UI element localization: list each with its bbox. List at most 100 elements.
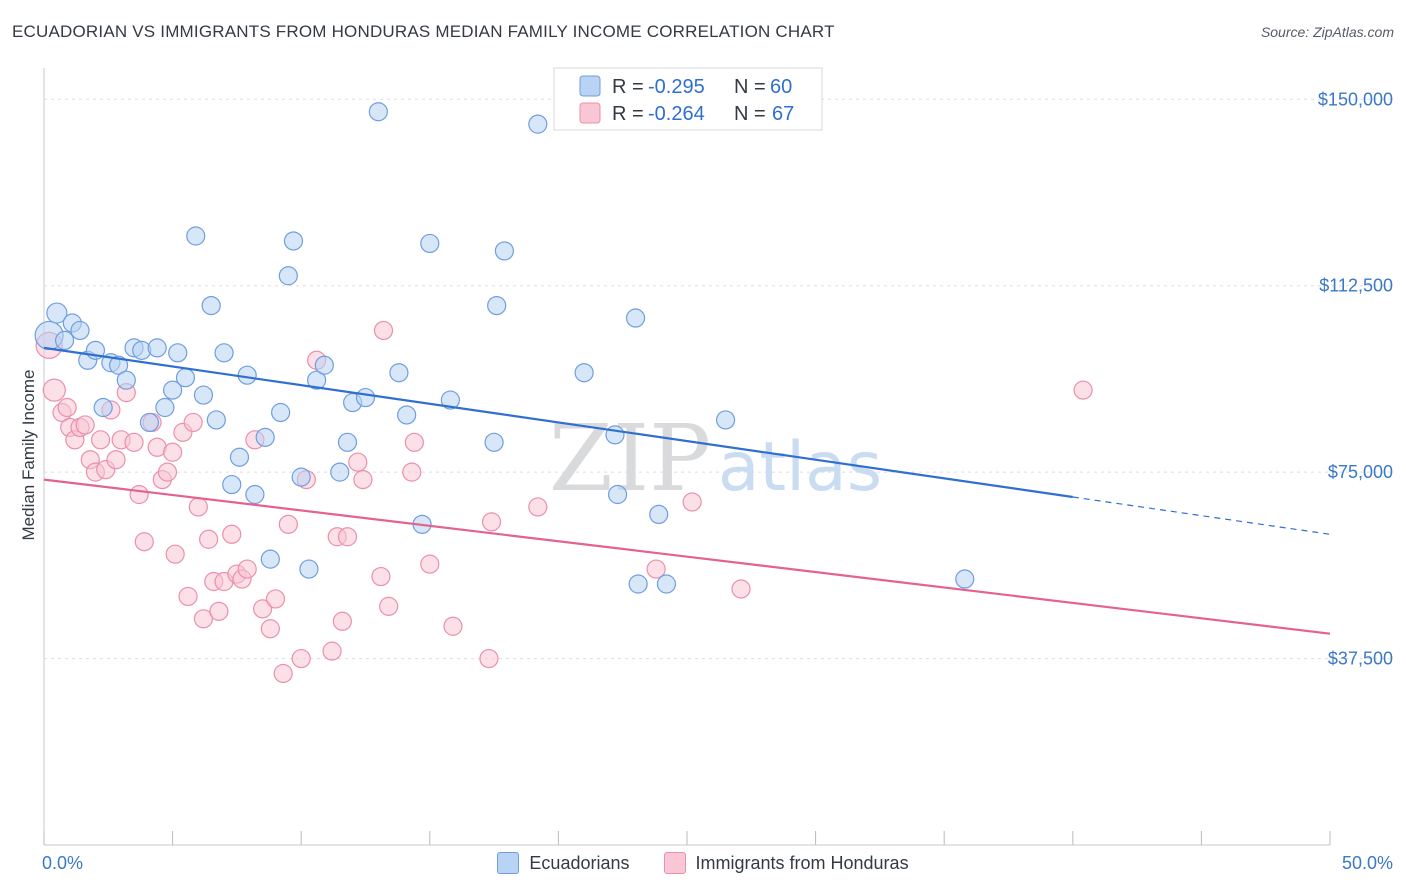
honduras-point [260,619,280,639]
ecuadorian-point [715,410,736,430]
series-legend: Ecuadorians Immigrants from Honduras [0,852,1406,874]
honduras-point [183,412,203,433]
honduras-point [157,462,178,482]
honduras-trend-line [43,478,1331,635]
stats-legend: R = -0.295 N = 60 R = -0.264 N = 67 [553,67,823,131]
honduras-swatch [663,852,686,874]
watermark-atlas: atlas [718,428,882,507]
ecuadorian-point [206,410,226,430]
ecuadorian-point [291,467,311,487]
legend-n-label-1: N = [734,76,766,98]
ecuadorian-point [307,370,327,390]
y-tick-labels: $37,500 $75,000 $112,500 $150,000 [1318,89,1393,668]
honduras-point [337,527,358,547]
honduras-point [1073,380,1093,400]
series-legend-honduras: Immigrants from Honduras [663,852,909,874]
ecuadorian-point [93,397,113,418]
y-tick-label: $75,000 [1328,462,1393,482]
ecuadorian-point [108,355,129,375]
gridlines [44,98,1395,660]
honduras-point [404,432,424,452]
legend-swatch-blue [579,75,601,97]
ecuadorians-trend-line [43,346,1073,499]
y-axis-title: Median Family Income [19,369,38,540]
honduras-point [528,497,548,517]
honduras-point [379,596,399,616]
legend-r-value-1: -0.295 [648,76,705,98]
ecuadorian-point [54,330,75,350]
honduras-point [42,378,66,402]
ecuadorian-point [260,549,280,569]
honduras-point [188,497,208,517]
honduras-point [178,586,198,607]
ecuadorian-point [222,474,242,495]
honduras-point [237,559,257,579]
ecuadorian-point [278,266,298,286]
honduras-point [129,484,149,505]
ecuadorian-point [487,296,507,316]
honduras-point [371,566,391,587]
ecuadorian-point [201,296,221,316]
ecuadorian-point [330,462,350,482]
ecuadorian-point [271,402,291,423]
honduras-point [265,589,286,609]
ecuadorian-point [299,559,319,579]
ecuadorian-point [355,387,376,408]
honduras-point [57,397,77,418]
ecuadorian-point [528,114,548,134]
honduras-point [193,609,214,629]
honduras-point [481,512,502,532]
honduras-label: Immigrants from Honduras [695,852,909,873]
ecuadorian-point [193,385,214,405]
ecuadorian-point [255,427,275,447]
honduras-point [124,432,144,452]
ecuadorian-point [314,355,334,375]
honduras-point [353,470,373,490]
legend-n-label-2: N = [734,103,766,125]
ecuadorian-point [955,569,975,589]
ecuadorian-point [625,308,646,328]
ecuadorian-point [70,320,90,341]
honduras-point [332,611,352,631]
honduras-point [479,648,499,669]
ecuadorian-point [607,484,628,505]
ecuadorian-point [574,363,594,383]
ecuadorian-point [229,447,250,467]
axes [43,68,1331,846]
ecuadorian-point [237,365,257,385]
ecuadorian-point [163,380,183,400]
source-label: Source: ZipAtlas.com [1260,24,1394,40]
ecuadorians-trend-extension [1072,496,1331,535]
ecuadorian-point [656,574,677,594]
honduras-point [106,450,126,470]
honduras-point [209,601,229,621]
legend-n-value-2: 67 [772,103,794,125]
legend-r-value-2: -0.264 [648,103,705,125]
x-tick-label-min: 0.0% [42,853,83,873]
ecuadorian-point [168,343,188,363]
honduras-point [222,524,242,544]
ecuadorian-point [139,412,160,433]
honduras-point [278,514,298,534]
y-tick-label: $37,500 [1328,649,1393,669]
legend-r-label-2: R = [612,103,644,125]
ecuadorian-point [389,363,409,383]
legend-r-label-1: R = [612,76,644,98]
x-tick-label-max: 50.0% [1342,853,1393,873]
honduras-point [134,532,154,552]
honduras-point [322,641,342,661]
ecuadorian-point [214,343,234,363]
series-ecuadorians-points [34,102,975,594]
honduras-point [420,554,440,574]
ecuadorian-point [397,405,417,425]
y-tick-label: $150,000 [1318,89,1393,109]
ecuadorian-point [155,397,175,418]
ecuadorian-point [440,390,460,410]
ecuadorian-point [605,425,625,445]
ecuadorian-point [175,368,196,388]
y-tick-label: $112,500 [1319,276,1393,296]
chart-title: ECUADORIAN VS IMMIGRANTS FROM HONDURAS M… [12,22,835,41]
ecuadorian-point [116,370,136,390]
ecuadorian-point [484,432,504,452]
